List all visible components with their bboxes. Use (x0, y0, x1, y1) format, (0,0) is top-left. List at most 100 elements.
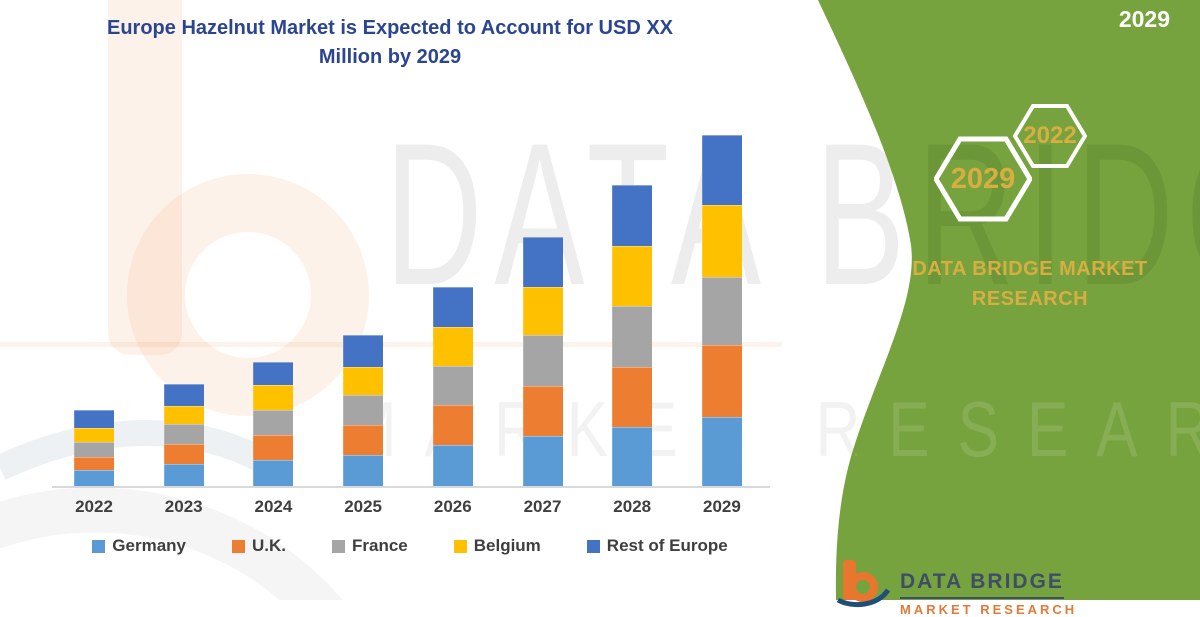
dbmr-logo-icon (836, 560, 891, 608)
bar-segment-germany (612, 427, 653, 487)
bar-segment-u-k (253, 435, 294, 460)
bar-stack (612, 185, 653, 487)
top-right-year: 2029 (1118, 6, 1170, 32)
bar-segment-rest-of-europe (522, 237, 563, 287)
legend-swatch-u-k (231, 539, 245, 553)
bar-column-2022: 2022 (74, 107, 114, 516)
watermark-horizontal-line (0, 342, 782, 347)
watermark-b-bowl (127, 174, 369, 416)
bar-segment-belgium (432, 327, 473, 366)
watermark-b-stem (108, 0, 182, 355)
bar-segment-rest-of-europe (253, 362, 294, 385)
bar-segment-belgium (74, 428, 114, 442)
bar-segment-belgium (343, 367, 384, 395)
footer-logo-brand: DATA BRIDGE (900, 570, 1064, 599)
hexagon-2029-label: 2029 (950, 162, 1016, 195)
bar-segment-germany (701, 417, 742, 487)
x-axis-label: 2029 (703, 497, 741, 516)
chart-title: Europe Hazelnut Market is Expected to Ac… (0, 14, 780, 72)
bar-stack (701, 135, 742, 487)
hexagon-icon (1013, 104, 1087, 168)
sidebar-brand-line1: DATA BRIDGE MARKET (912, 258, 1148, 280)
bar-segment-germany (253, 460, 294, 487)
bar-segment-france (253, 410, 294, 435)
bar-segment-belgium (701, 205, 742, 277)
bar-column-2026: 2026 (432, 107, 473, 516)
bar-column-2028: 2028 (612, 107, 653, 516)
watermark-swoosh (0, 419, 272, 480)
bar-stack (163, 384, 204, 487)
bar-stack (74, 410, 114, 487)
bar-segment-rest-of-europe (701, 135, 742, 205)
chart-title-line1: Europe Hazelnut Market is Expected to Ac… (106, 17, 674, 39)
x-axis-label: 2028 (613, 497, 652, 516)
legend-item-rest-of-europe: Rest of Europe (586, 536, 728, 556)
bar-stack (432, 287, 473, 487)
x-axis-label: 2024 (254, 497, 293, 516)
bar-segment-germany (432, 445, 473, 487)
bar-segment-rest-of-europe (74, 410, 114, 428)
green-band-shape (818, 0, 1200, 600)
sidebar-brand-name: DATA BRIDGE MARKET RESEARCH (905, 254, 1155, 314)
bar-segment-u-k (701, 345, 742, 417)
legend-item-belgium: Belgium (453, 536, 541, 556)
bar-segment-u-k (74, 457, 114, 470)
bar-segment-belgium (253, 385, 294, 410)
bar-stack (343, 335, 384, 487)
x-axis-line (52, 486, 770, 488)
bar-segment-u-k (612, 367, 653, 427)
sidebar-brand-line2: RESEARCH (971, 288, 1089, 310)
x-axis-label: 2025 (344, 497, 383, 516)
bar-column-2024: 2024 (253, 107, 294, 516)
bar-segment-france (612, 306, 653, 367)
x-axis-label: 2026 (433, 497, 472, 516)
bar-segment-france (701, 277, 742, 345)
bar-segment-france (163, 424, 204, 444)
bar-segment-france (343, 395, 384, 425)
legend-label-u-k: U.K. (251, 536, 286, 555)
bar-stack (253, 362, 294, 487)
bar-segment-france (432, 366, 473, 405)
legend-item-u-k: U.K. (231, 536, 286, 556)
hexagon-icon (934, 136, 1032, 222)
bar-segment-rest-of-europe (432, 287, 473, 327)
bar-segment-germany (522, 436, 563, 487)
bar-column-2025: 2025 (343, 107, 384, 516)
x-axis-label: 2023 (164, 497, 203, 516)
hexagon-2022-label: 2022 (1023, 122, 1077, 149)
bar-segment-belgium (522, 287, 563, 335)
x-axis-label: 2027 (523, 497, 562, 516)
legend-swatch-belgium (453, 539, 467, 553)
bar-column-2027: 2027 (522, 107, 563, 516)
legend-swatch-germany (92, 539, 106, 553)
watermark-circle-arc (0, 487, 343, 600)
legend-item-france: France (331, 536, 408, 556)
legend-swatch-france (331, 539, 345, 553)
legend-swatch-rest-of-europe (586, 539, 600, 553)
bar-segment-germany (343, 455, 384, 487)
legend-label-rest-of-europe: Rest of Europe (606, 536, 728, 555)
bar-stack (522, 237, 563, 487)
bar-segment-u-k (432, 405, 473, 445)
bar-segment-germany (163, 464, 204, 487)
bar-segment-u-k (163, 444, 204, 464)
bar-column-2029: 2029 (701, 107, 742, 516)
bar-segment-rest-of-europe (163, 384, 204, 406)
chart-title-line2: Million by 2029 (318, 46, 462, 68)
legend-label-france: France (351, 536, 408, 555)
hexagon-2029: 2029 (934, 136, 1032, 222)
bar-column-2023: 2023 (163, 107, 204, 516)
bar-segment-germany (74, 470, 114, 487)
legend-label-germany: Germany (112, 536, 186, 555)
bar-segment-u-k (343, 425, 384, 455)
bar-segment-u-k (522, 386, 563, 436)
bar-segment-belgium (163, 406, 204, 424)
legend: Germany U.K. France Belgium Rest of Europe (20, 536, 800, 556)
logo-b-watermark (0, 0, 782, 600)
plot-area: 2022 2023 2024 2025 2026 2027 2028 2029 (74, 107, 742, 516)
legend-item-germany: Germany (92, 536, 186, 556)
bar-segment-belgium (612, 246, 653, 306)
bar-segment-france (74, 442, 114, 457)
footer-logo: DATA BRIDGE MARKET RESEARCH (836, 558, 1077, 617)
